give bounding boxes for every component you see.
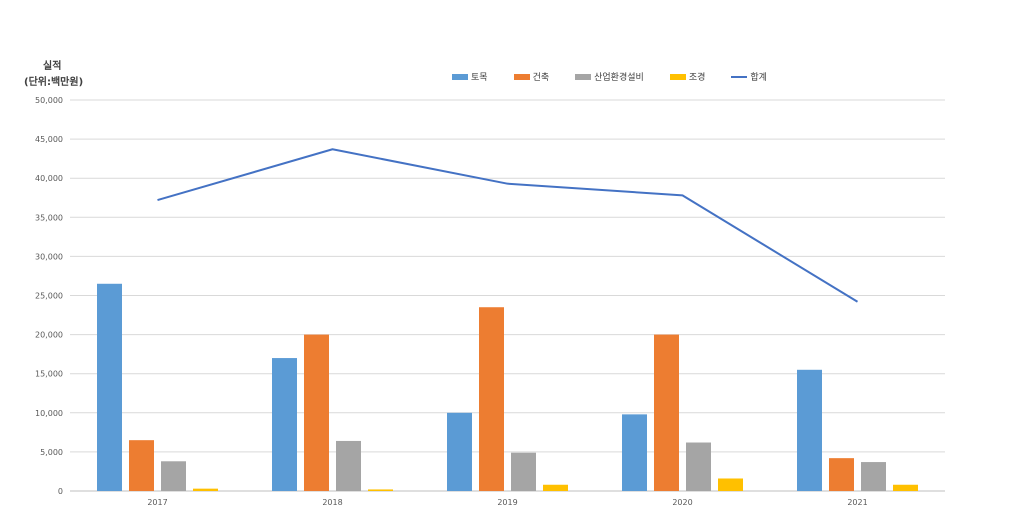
legend-label-total: 합계 [750,73,767,83]
total-line [157,148,859,303]
legend-item-civil: 토목 [452,70,488,83]
legend-swatch-building [513,73,530,80]
bar-2-2021 [861,462,886,491]
bar-0-2017 [97,283,122,491]
bar-0-2020 [622,414,647,491]
x-tick-label: 2020 [672,498,692,507]
bar-2-2020 [686,442,711,491]
y-tick-label: 40,000 [35,174,63,183]
bar-1-2021 [829,458,854,491]
y-tick-label: 50,000 [35,96,63,105]
bar-1-2019 [479,307,504,491]
x-tick-label: 2019 [497,498,517,507]
y-tick-label: 30,000 [35,252,63,261]
legend-label-plant: 산업환경설비 [594,73,644,83]
legend-swatch-total [731,75,748,78]
legend-item-plant: 산업환경설비 [575,70,644,83]
y-tick-label: 35,000 [35,213,63,222]
y-axis-title-line-2: (단위:백만원) [24,77,84,88]
y-tick-label: 0 [58,487,63,496]
bar-3-2019 [543,484,568,491]
y-tick-label: 45,000 [35,135,63,144]
bar-1-2020 [654,334,679,491]
legend-item-landscape: 조경 [669,70,706,83]
legend-label-building: 건축 [532,73,550,83]
legend: 토목 건축 산업환경설비 조경 합계 [452,70,793,83]
bar-3-2020 [718,478,743,491]
y-tick-label: 10,000 [35,409,63,418]
bar-2-2018 [336,440,361,491]
bar-3-2018 [368,489,393,491]
y-tick-label: 15,000 [35,370,63,379]
x-tick-label: 2018 [322,498,342,507]
legend-item-total: 합계 [731,70,767,83]
legend-swatch-plant [575,73,592,80]
legend-label-landscape: 조경 [688,73,706,83]
bar-2-2017 [161,461,186,491]
y-axis-title-line-1: 실적 [43,61,62,72]
x-tick-label: 2021 [847,498,867,507]
legend-item-building: 건축 [513,70,550,83]
y-tick-label: 5,000 [40,448,63,457]
y-tick-label: 25,000 [35,292,63,301]
legend-label-civil: 토목 [471,73,488,83]
bar-3-2021 [893,484,918,491]
bar-3-2017 [193,488,218,491]
legend-swatch-civil [452,73,468,80]
y-tick-label: 20,000 [35,331,63,340]
bar-0-2019 [447,412,472,491]
bar-0-2018 [272,358,297,491]
bar-0-2021 [797,369,822,491]
x-tick-label: 2017 [147,498,167,507]
bar-2-2019 [511,452,536,491]
bar-1-2018 [304,334,329,491]
bar-1-2017 [129,440,154,491]
legend-swatch-landscape [669,73,686,80]
